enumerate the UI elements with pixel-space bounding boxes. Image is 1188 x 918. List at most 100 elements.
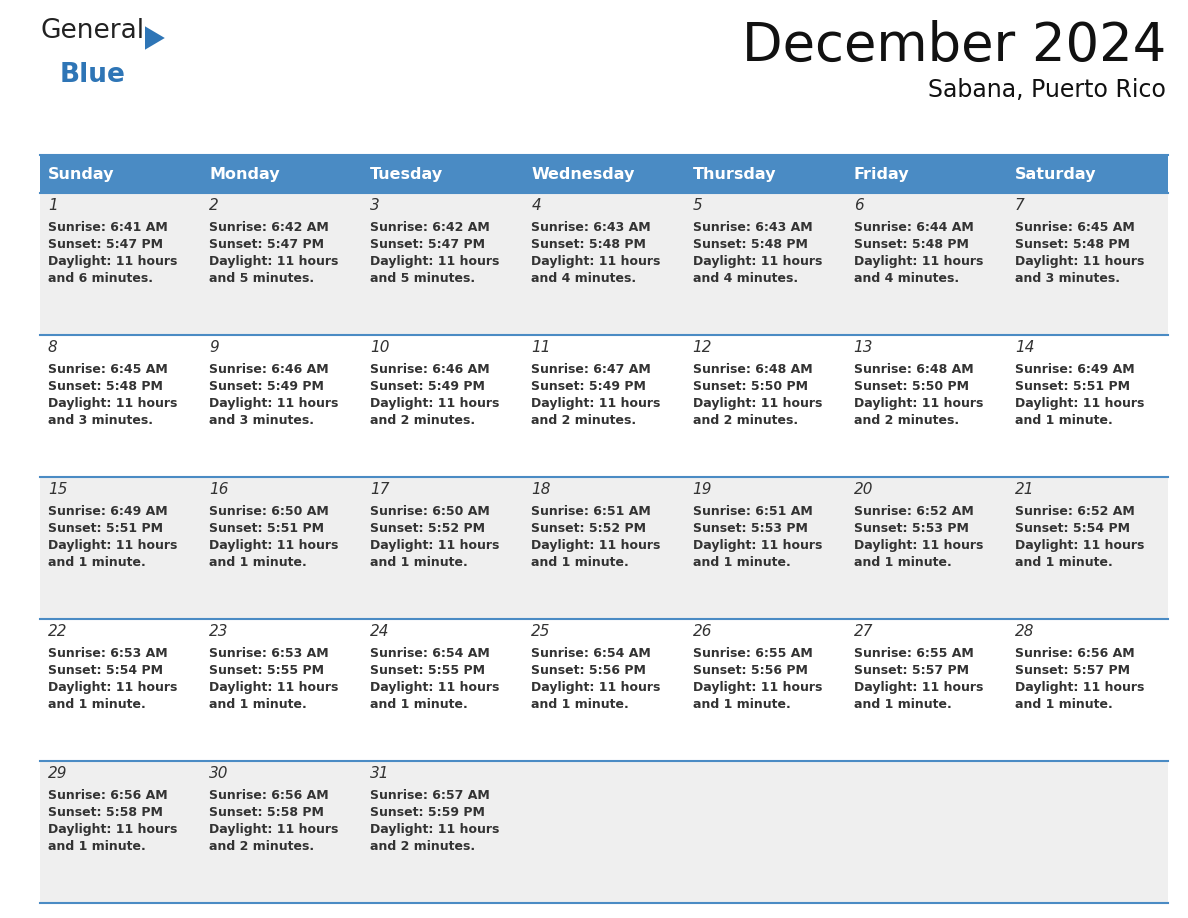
- Text: Sunrise: 6:53 AM: Sunrise: 6:53 AM: [48, 647, 168, 660]
- Bar: [40, 335, 201, 477]
- Text: and 1 minute.: and 1 minute.: [1015, 556, 1113, 569]
- Text: and 1 minute.: and 1 minute.: [531, 698, 630, 711]
- Text: Daylight: 11 hours: Daylight: 11 hours: [693, 539, 822, 552]
- Text: and 1 minute.: and 1 minute.: [854, 698, 952, 711]
- Text: 12: 12: [693, 340, 712, 355]
- Text: Sunrise: 6:51 AM: Sunrise: 6:51 AM: [531, 505, 651, 518]
- Text: Sunset: 5:56 PM: Sunset: 5:56 PM: [531, 664, 646, 677]
- Text: and 1 minute.: and 1 minute.: [48, 698, 146, 711]
- Text: December 2024: December 2024: [741, 20, 1165, 72]
- Text: 26: 26: [693, 624, 712, 639]
- Text: Daylight: 11 hours: Daylight: 11 hours: [209, 255, 339, 268]
- Text: and 1 minute.: and 1 minute.: [209, 698, 307, 711]
- Bar: [524, 193, 684, 335]
- Text: and 3 minutes.: and 3 minutes.: [1015, 272, 1120, 285]
- Text: Sunrise: 6:46 AM: Sunrise: 6:46 AM: [371, 363, 489, 376]
- Text: and 1 minute.: and 1 minute.: [209, 556, 307, 569]
- Text: and 1 minute.: and 1 minute.: [531, 556, 630, 569]
- Text: Daylight: 11 hours: Daylight: 11 hours: [371, 539, 500, 552]
- Bar: [40, 477, 201, 619]
- Text: Thursday: Thursday: [693, 166, 776, 182]
- Text: Daylight: 11 hours: Daylight: 11 hours: [209, 681, 339, 694]
- Text: Daylight: 11 hours: Daylight: 11 hours: [854, 255, 984, 268]
- Text: Sunrise: 6:56 AM: Sunrise: 6:56 AM: [48, 789, 168, 802]
- Text: Sabana, Puerto Rico: Sabana, Puerto Rico: [928, 78, 1165, 102]
- Text: Sunday: Sunday: [48, 166, 114, 182]
- Text: Daylight: 11 hours: Daylight: 11 hours: [693, 681, 822, 694]
- Text: and 2 minutes.: and 2 minutes.: [371, 414, 475, 427]
- Text: 8: 8: [48, 340, 58, 355]
- Bar: [40, 619, 201, 761]
- Text: 1: 1: [48, 198, 58, 213]
- Bar: [1007, 155, 1168, 193]
- Text: Tuesday: Tuesday: [371, 166, 443, 182]
- Text: 16: 16: [209, 482, 228, 497]
- Text: Sunrise: 6:45 AM: Sunrise: 6:45 AM: [48, 363, 168, 376]
- Text: and 2 minutes.: and 2 minutes.: [693, 414, 797, 427]
- Text: Sunset: 5:57 PM: Sunset: 5:57 PM: [1015, 664, 1130, 677]
- Text: Sunset: 5:54 PM: Sunset: 5:54 PM: [48, 664, 163, 677]
- Text: Sunset: 5:50 PM: Sunset: 5:50 PM: [854, 380, 968, 393]
- Bar: [684, 619, 846, 761]
- Text: and 1 minute.: and 1 minute.: [48, 840, 146, 853]
- Text: Sunrise: 6:41 AM: Sunrise: 6:41 AM: [48, 221, 168, 234]
- Text: 22: 22: [48, 624, 68, 639]
- Text: Daylight: 11 hours: Daylight: 11 hours: [48, 823, 177, 836]
- Text: Sunset: 5:47 PM: Sunset: 5:47 PM: [209, 238, 324, 251]
- Text: General: General: [40, 18, 144, 44]
- Bar: [362, 477, 524, 619]
- Bar: [524, 619, 684, 761]
- Text: Daylight: 11 hours: Daylight: 11 hours: [371, 681, 500, 694]
- Text: Sunset: 5:55 PM: Sunset: 5:55 PM: [209, 664, 324, 677]
- Text: Daylight: 11 hours: Daylight: 11 hours: [1015, 255, 1144, 268]
- Text: Sunset: 5:47 PM: Sunset: 5:47 PM: [371, 238, 485, 251]
- Text: Sunset: 5:48 PM: Sunset: 5:48 PM: [1015, 238, 1130, 251]
- Text: Sunrise: 6:53 AM: Sunrise: 6:53 AM: [209, 647, 329, 660]
- Text: Sunset: 5:59 PM: Sunset: 5:59 PM: [371, 806, 485, 819]
- Bar: [684, 155, 846, 193]
- Text: Blue: Blue: [61, 62, 126, 88]
- Text: Daylight: 11 hours: Daylight: 11 hours: [1015, 681, 1144, 694]
- Text: 5: 5: [693, 198, 702, 213]
- Text: Sunrise: 6:47 AM: Sunrise: 6:47 AM: [531, 363, 651, 376]
- Bar: [1007, 761, 1168, 903]
- Text: 29: 29: [48, 766, 68, 781]
- Text: Friday: Friday: [854, 166, 909, 182]
- Text: Sunrise: 6:49 AM: Sunrise: 6:49 AM: [1015, 363, 1135, 376]
- Bar: [684, 335, 846, 477]
- Text: 31: 31: [371, 766, 390, 781]
- Text: Wednesday: Wednesday: [531, 166, 634, 182]
- Text: Sunset: 5:53 PM: Sunset: 5:53 PM: [854, 522, 968, 535]
- Bar: [40, 155, 201, 193]
- Bar: [1007, 193, 1168, 335]
- Text: Sunset: 5:49 PM: Sunset: 5:49 PM: [371, 380, 485, 393]
- Text: 25: 25: [531, 624, 551, 639]
- Text: and 1 minute.: and 1 minute.: [693, 556, 790, 569]
- Text: 19: 19: [693, 482, 712, 497]
- Bar: [40, 761, 201, 903]
- Text: and 3 minutes.: and 3 minutes.: [48, 414, 153, 427]
- Text: Daylight: 11 hours: Daylight: 11 hours: [693, 255, 822, 268]
- Text: Sunset: 5:48 PM: Sunset: 5:48 PM: [48, 380, 163, 393]
- Text: Sunrise: 6:43 AM: Sunrise: 6:43 AM: [531, 221, 651, 234]
- Text: 7: 7: [1015, 198, 1024, 213]
- Text: 3: 3: [371, 198, 380, 213]
- Text: Sunset: 5:49 PM: Sunset: 5:49 PM: [531, 380, 646, 393]
- Text: Sunrise: 6:56 AM: Sunrise: 6:56 AM: [1015, 647, 1135, 660]
- Text: Daylight: 11 hours: Daylight: 11 hours: [371, 255, 500, 268]
- Text: Sunset: 5:48 PM: Sunset: 5:48 PM: [531, 238, 646, 251]
- Text: and 4 minutes.: and 4 minutes.: [531, 272, 637, 285]
- Bar: [362, 193, 524, 335]
- Text: Sunrise: 6:44 AM: Sunrise: 6:44 AM: [854, 221, 973, 234]
- Text: Sunset: 5:58 PM: Sunset: 5:58 PM: [209, 806, 324, 819]
- Text: Daylight: 11 hours: Daylight: 11 hours: [48, 539, 177, 552]
- Bar: [846, 335, 1007, 477]
- Bar: [201, 335, 362, 477]
- Text: Sunset: 5:49 PM: Sunset: 5:49 PM: [209, 380, 324, 393]
- Text: and 1 minute.: and 1 minute.: [371, 698, 468, 711]
- Text: Sunrise: 6:54 AM: Sunrise: 6:54 AM: [371, 647, 489, 660]
- Text: Sunset: 5:58 PM: Sunset: 5:58 PM: [48, 806, 163, 819]
- Text: 14: 14: [1015, 340, 1035, 355]
- Text: Sunset: 5:54 PM: Sunset: 5:54 PM: [1015, 522, 1130, 535]
- Text: and 2 minutes.: and 2 minutes.: [531, 414, 637, 427]
